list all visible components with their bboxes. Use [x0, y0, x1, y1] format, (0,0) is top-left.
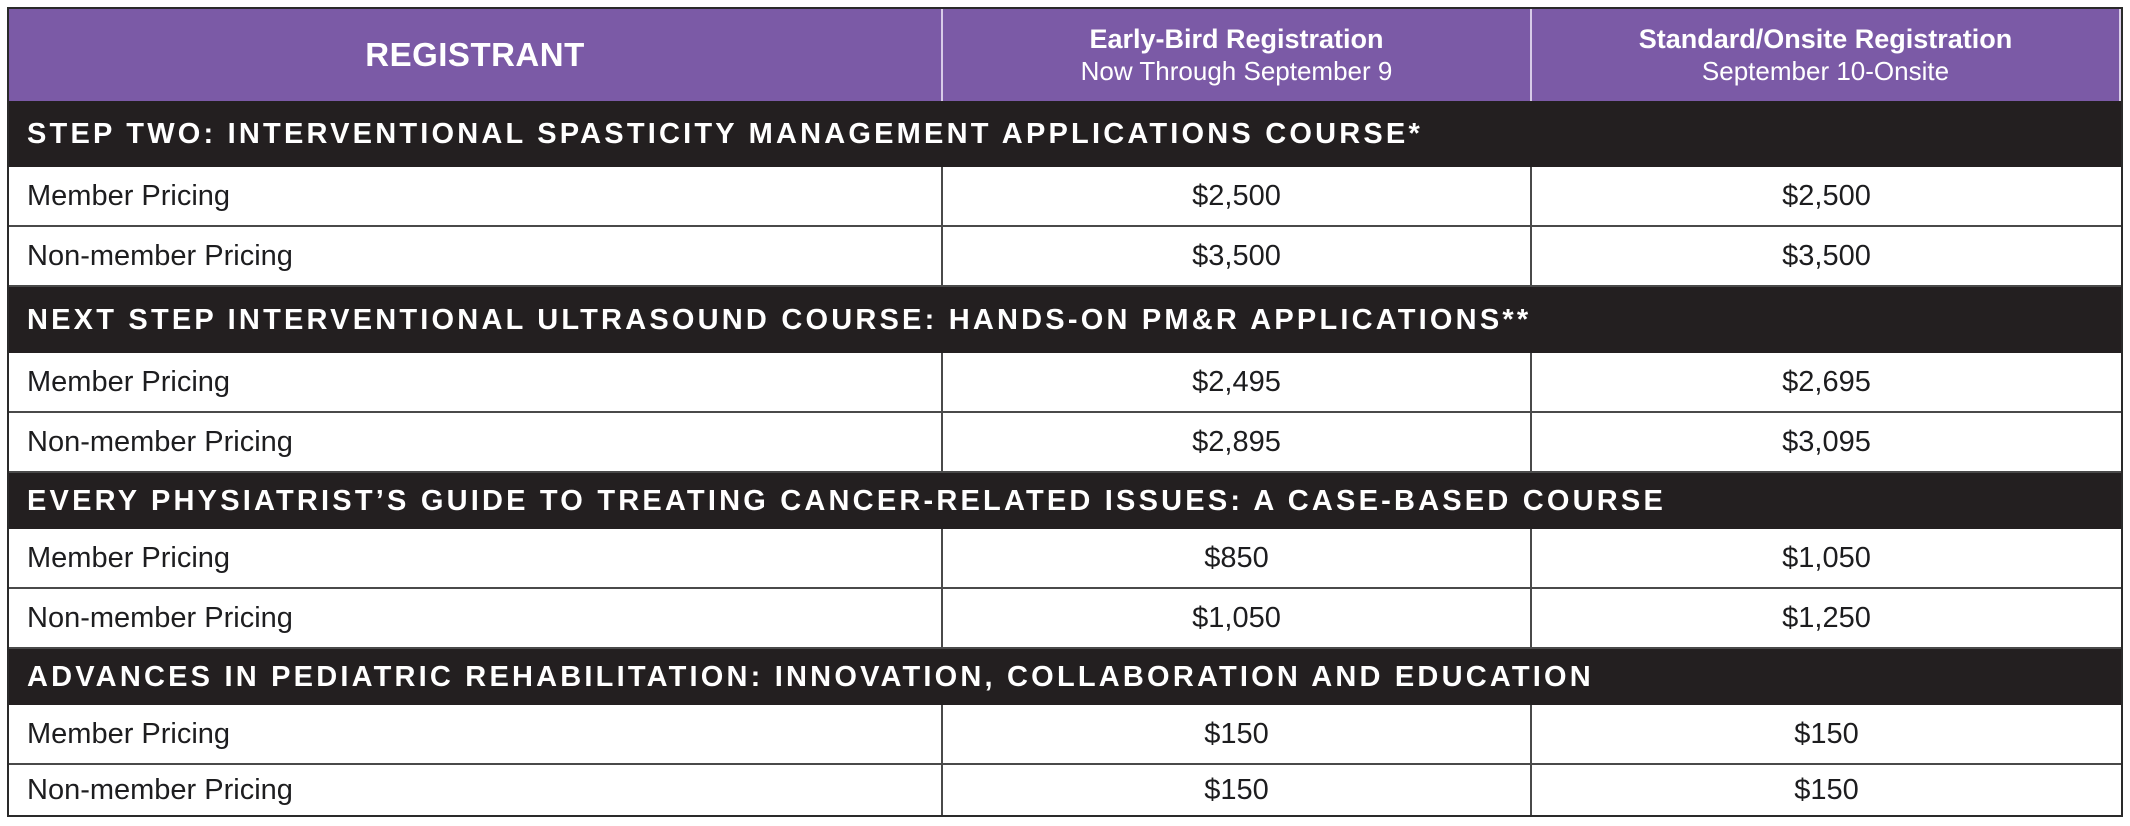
row-label: Non-member Pricing	[9, 765, 943, 815]
header-early-bird: Early-Bird Registration Now Through Sept…	[943, 9, 1532, 101]
standard-price: $150	[1794, 773, 1859, 806]
header-early-bird-subtitle: Now Through September 9	[1080, 56, 1393, 86]
row-label: Non-member Pricing	[9, 413, 943, 473]
early-bird-price: $850	[943, 529, 1532, 589]
header-registrant: REGISTRANT	[9, 9, 943, 101]
header-standard-title: Standard/Onsite Registration	[1638, 24, 2013, 54]
section-title: ADVANCES IN PEDIATRIC REHABILITATION: IN…	[9, 649, 2121, 705]
early-bird-price: $1,050	[943, 589, 1532, 649]
standard-price: $2,500	[1532, 167, 2121, 227]
header-standard-subtitle: September 10-Onsite	[1701, 56, 1950, 86]
row-label: Member Pricing	[9, 529, 943, 589]
header-standard: Standard/Onsite Registration September 1…	[1532, 9, 2121, 101]
row-label: Non-member Pricing	[9, 227, 943, 287]
standard-price: $3,500	[1532, 227, 2121, 287]
section-title: EVERY PHYSIATRIST’S GUIDE TO TREATING CA…	[9, 473, 2121, 529]
row-label: Member Pricing	[9, 705, 943, 765]
early-bird-price: $150	[943, 765, 1532, 815]
pricing-table: REGISTRANT Early-Bird Registration Now T…	[7, 7, 2123, 817]
early-bird-price: $150	[943, 705, 1532, 765]
standard-price: $1,050	[1532, 529, 2121, 589]
section-title: STEP TWO: INTERVENTIONAL SPASTICITY MANA…	[9, 101, 2121, 167]
early-bird-price: $2,495	[943, 353, 1532, 413]
early-bird-price: $2,895	[943, 413, 1532, 473]
early-bird-price: $3,500	[943, 227, 1532, 287]
standard-price: $2,695	[1532, 353, 2121, 413]
standard-price: $150	[1532, 705, 2121, 765]
header-early-bird-title: Early-Bird Registration	[1089, 24, 1384, 54]
standard-price: $1,250	[1532, 589, 2121, 649]
row-label: Member Pricing	[9, 353, 943, 413]
row-label: Member Pricing	[9, 167, 943, 227]
standard-price: $3,095	[1532, 413, 2121, 473]
early-bird-price: $2,500	[943, 167, 1532, 227]
row-label: Non-member Pricing	[9, 589, 943, 649]
section-title: NEXT STEP INTERVENTIONAL ULTRASOUND COUR…	[9, 287, 2121, 353]
header-registrant-label: REGISTRANT	[365, 36, 585, 73]
